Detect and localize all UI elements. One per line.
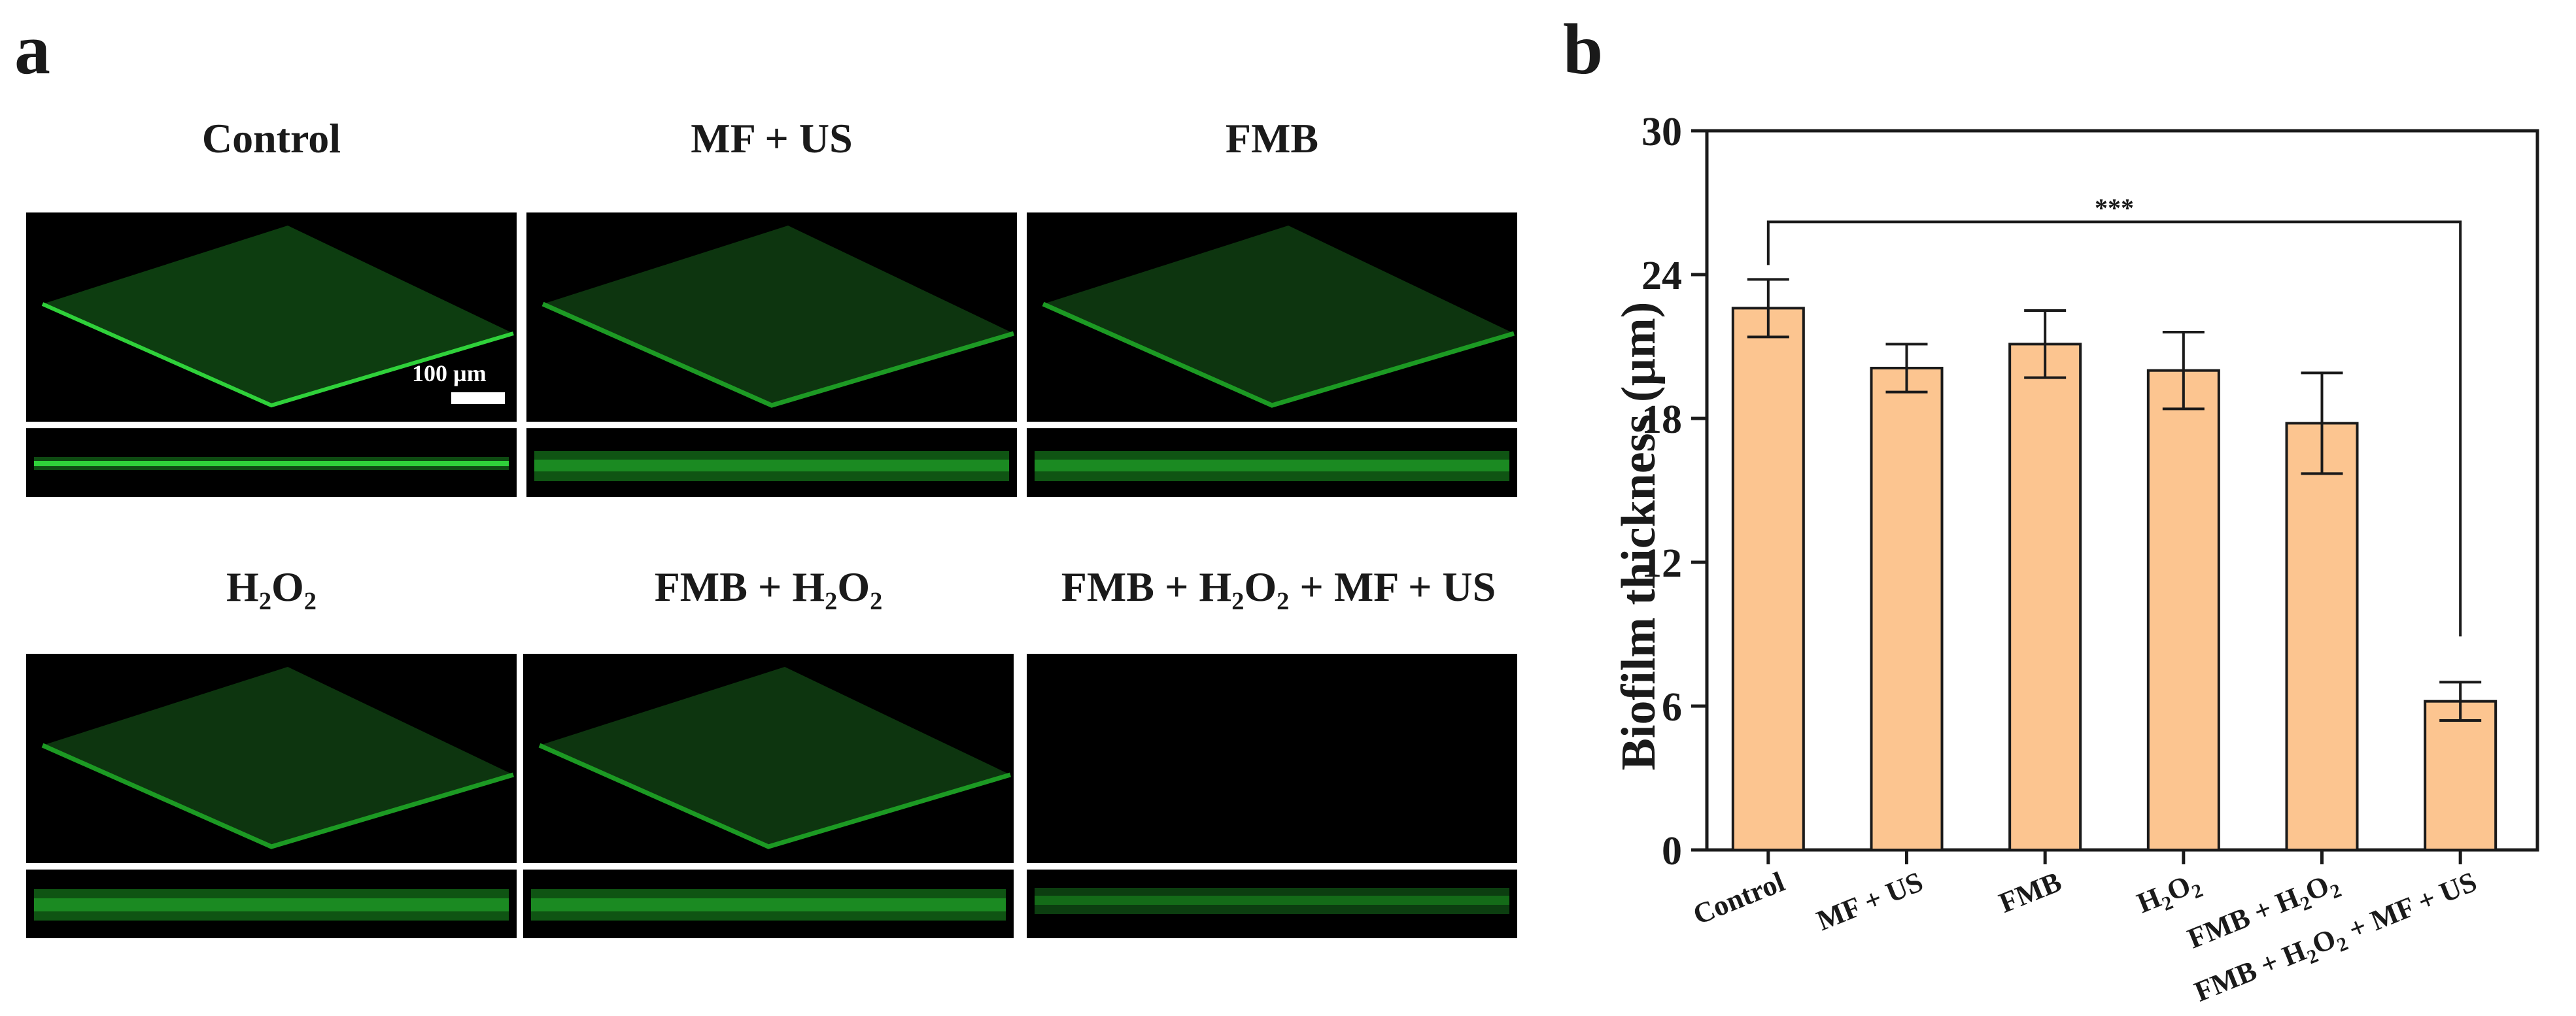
image-title-fmb: FMB	[1225, 115, 1319, 161]
cross-section-control	[26, 428, 517, 497]
image-title-control: Control	[201, 115, 341, 161]
biofilm-thickness-bar-chart: Biofilm thickness (µm) 0 6 12 18 24 30 Control…	[1612, 110, 2539, 1007]
cross-section-h2o2	[26, 870, 517, 938]
cross-section-fmb-h2o2-mf-us	[1027, 870, 1517, 938]
y-tick-label: 6	[1662, 685, 1682, 730]
significance-label: ***	[2095, 193, 2134, 222]
micrograph-3d-fmb-h2o2	[523, 654, 1014, 863]
y-tick-label: 12	[1641, 541, 1682, 586]
cross-section-fmb	[1027, 428, 1517, 497]
significance-bracket	[1766, 220, 2462, 637]
micrograph-3d-mf-us	[526, 212, 1017, 422]
bar	[2285, 422, 2359, 851]
image-title-mf-us: MF + US	[691, 115, 853, 161]
micrograph-3d-h2o2	[26, 654, 517, 863]
micrograph-3d-fmb-h2o2-mf-us	[1027, 654, 1517, 863]
plot-frame	[1705, 129, 2539, 852]
y-tick-label: 18	[1641, 398, 1682, 442]
y-tick-label: 30	[1641, 110, 1682, 154]
y-tick-label: 24	[1641, 254, 1682, 298]
micrograph-3d-fmb	[1027, 212, 1517, 422]
image-title-fmb-h2o2-mf-us: FMB + H₂O₂ + MF + US	[1061, 564, 1496, 610]
scale-bar-label: 100 µm	[412, 360, 487, 386]
cross-section-mf-us	[526, 428, 1017, 497]
bar	[2424, 700, 2498, 852]
panel-b-letter: b	[1563, 9, 1604, 89]
micrograph-3d-control: 100 µm	[26, 212, 517, 422]
y-axis-label: Biofilm thickness (µm)	[1612, 302, 1666, 771]
y-tick-label: 0	[1662, 829, 1682, 873]
x-tick-label: MF + US	[1812, 866, 1927, 937]
bar	[1870, 367, 1944, 851]
scale-bar	[451, 392, 505, 404]
bar	[2008, 343, 2082, 852]
bar	[1731, 307, 1805, 852]
image-title-h2o2: H₂O₂	[226, 564, 317, 610]
image-title-fmb-h2o2: FMB + H₂O₂	[654, 564, 883, 610]
panel-a-letter: a	[14, 9, 50, 89]
x-tick-label: FMB	[1995, 866, 2066, 919]
x-tick-label: H2O2	[2133, 866, 2206, 924]
bar	[2146, 369, 2220, 851]
x-tick-label: Control	[1689, 866, 1789, 931]
cross-section-fmb-h2o2	[523, 870, 1014, 938]
